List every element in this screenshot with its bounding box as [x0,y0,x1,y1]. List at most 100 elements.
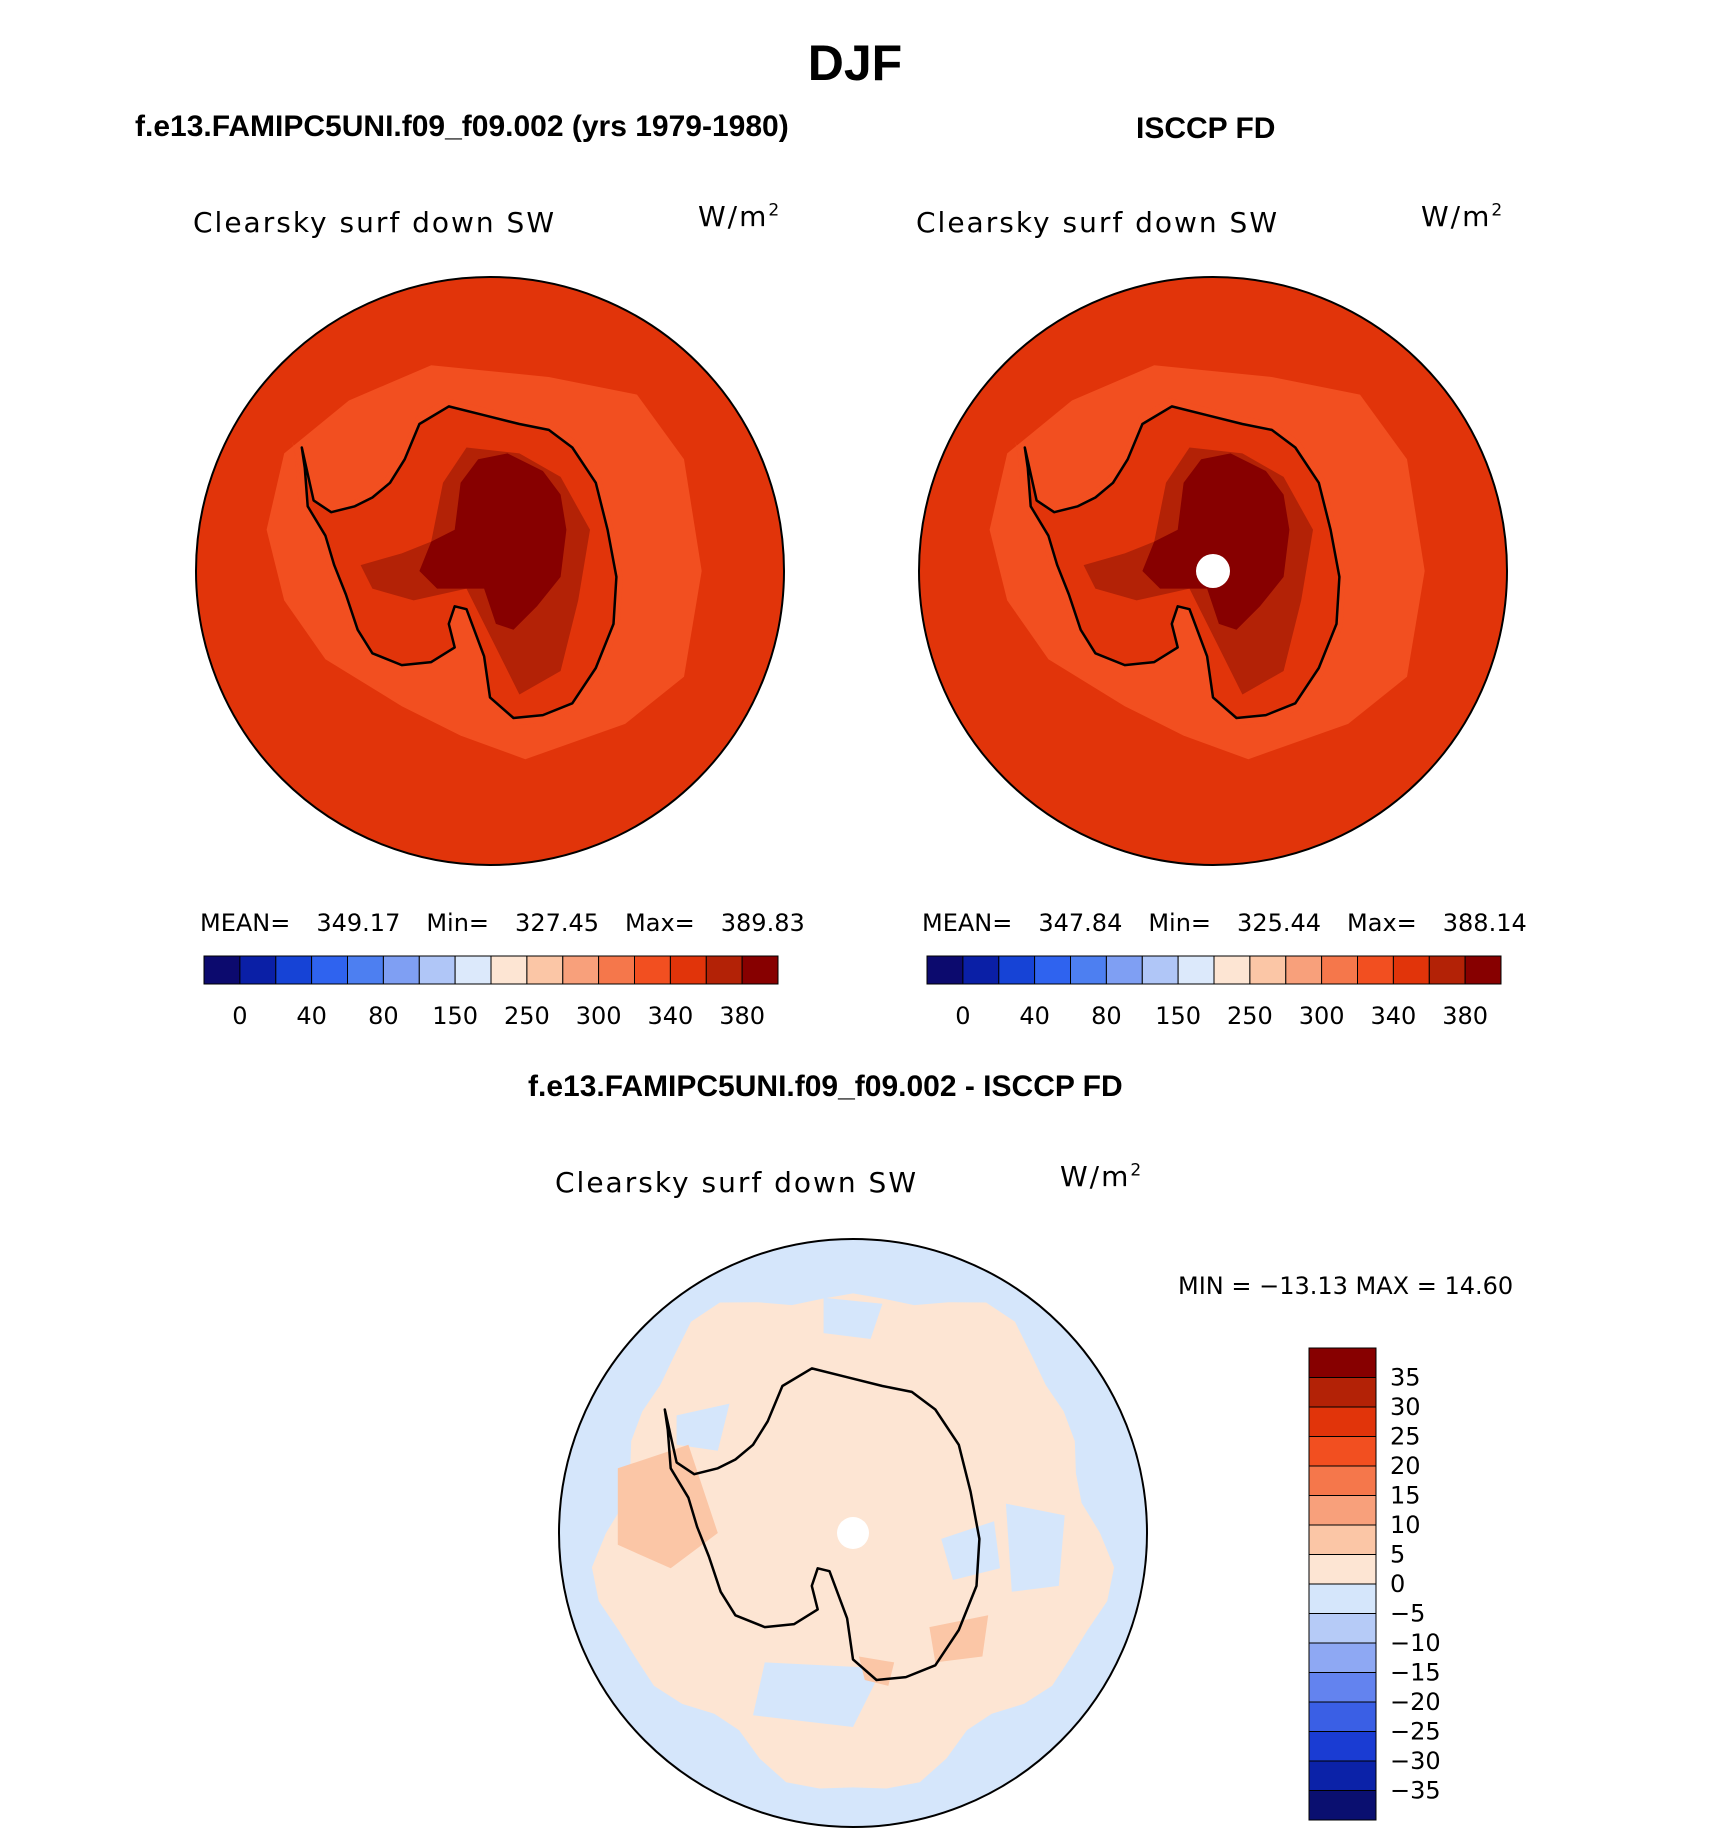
diff-negative-patch [823,1297,883,1339]
model-colorbar-box [239,955,277,985]
model-colorbar-tick: 0 [232,1002,247,1030]
model-colorbar-box [705,955,743,985]
diff-colorbar-tick: 30 [1390,1393,1421,1421]
diff-colorbar-tick: 15 [1390,1482,1421,1510]
diff-colorbar-tick: 20 [1390,1452,1421,1480]
obs-colorbar-box [1357,955,1394,985]
diff-colorbar-tick: −30 [1390,1747,1441,1775]
model-colorbar-box [418,955,456,985]
model-colorbar-tick: 380 [719,1002,765,1030]
diff-colorbar-tick: −10 [1390,1629,1441,1657]
diff-colorbar-box [1308,1347,1377,1378]
model-colorbar-box [311,955,349,985]
diff-positive-patch [617,1444,718,1569]
model-colorbar: 0 40 80 150 250 300 340 380 [203,955,779,1030]
diff-colorbar-box [1308,1465,1377,1496]
diff-colorbar-tick: −5 [1390,1600,1425,1628]
model-colorbar-box [275,955,313,985]
obs-map-border [918,276,1508,866]
obs-colorbar-box [1034,955,1071,985]
obs-colorbar-box [998,955,1036,985]
obs-variable-label: Clearsky surf down SW [916,206,1280,239]
diff-colorbar-tick: 35 [1390,1364,1421,1392]
diff-colorbar-box [1308,1672,1377,1703]
model-colorbar-box [598,955,635,985]
diff-colorbar-box [1308,1524,1377,1555]
diff-variable-label: Clearsky surf down SW [555,1166,919,1199]
model-plateau-max-contour [419,453,567,630]
model-units-label: W/m2 [698,200,782,233]
model-colorbar-tick: 40 [296,1002,327,1030]
diff-negative-patch [753,1662,883,1727]
obs-colorbar-tick: 40 [1019,1002,1050,1030]
obs-colorbar-tick: 0 [955,1002,970,1030]
obs-colorbar-tick: 380 [1442,1002,1488,1030]
diff-colorbar-box [1308,1377,1377,1408]
obs-colorbar-box [1177,955,1215,985]
diff-negative-patch [1005,1503,1065,1592]
diff-map-border [558,1238,1148,1828]
diff-colorbar-tick: 0 [1390,1570,1405,1598]
model-colorbar-box [669,955,707,985]
diff-colorbar-tick: −20 [1390,1688,1441,1716]
model-panel-header: f.e13.FAMIPC5UNI.f09_f09.002 (yrs 1979-1… [135,110,789,143]
diff-colorbar-tick: −35 [1390,1777,1441,1805]
obs-colorbar-box [1464,955,1502,985]
diff-coastline [663,1367,981,1682]
obs-plateau-max-contour [1142,453,1290,630]
obs-stats: MEAN= 347.84 Min= 325.44 Max= 388.14 [922,909,1527,937]
diff-colorbar-box [1308,1731,1377,1762]
model-colorbar-tick: 250 [504,1002,550,1030]
obs-coastline [1023,405,1341,720]
diff-colorbar-box [1308,1583,1377,1614]
model-coastline [300,405,618,720]
diff-colorbar-box [1308,1554,1377,1585]
model-colorbar-box [382,955,420,985]
diff-colorbar-tick: 10 [1390,1511,1421,1539]
model-colorbar-box [634,955,671,985]
obs-colorbar-box [1285,955,1323,985]
diff-colorbar-box [1308,1613,1377,1644]
diff-colorbar-box [1308,1790,1377,1821]
obs-colorbar-box [1213,955,1251,985]
obs-colorbar-box [926,955,964,985]
diff-colorbar-box [1308,1495,1377,1526]
model-colorbar-box [490,955,528,985]
obs-colorbar-box [1105,955,1143,985]
model-colorbar-box [526,955,564,985]
model-colorbar-box [454,955,492,985]
obs-colorbar-box [1249,955,1287,985]
model-colorbar-box [741,955,779,985]
diff-colorbar-box [1308,1760,1377,1791]
obs-colorbar-tick: 250 [1227,1002,1273,1030]
diff-colorbar-tick: −25 [1390,1718,1441,1746]
diff-colorbar-tick: 25 [1390,1423,1421,1451]
obs-colorbar-tick: 80 [1091,1002,1122,1030]
obs-colorbar-box [1141,955,1179,985]
obs-panel-header: ISCCP FD [1136,112,1276,145]
diff-negative-patch [941,1521,1000,1580]
obs-colorbar: 0 40 80 150 250 300 340 380 [926,955,1502,1030]
diff-colorbar-box [1308,1642,1377,1673]
model-colorbar-box [562,955,600,985]
diff-pole-hole [837,1517,869,1549]
model-colorbar-tick: 80 [368,1002,399,1030]
model-map-border [195,276,785,866]
obs-colorbar-tick: 150 [1155,1002,1201,1030]
diff-colorbar-box [1308,1701,1377,1732]
obs-colorbar-box [1392,955,1430,985]
model-colorbar-tick: 300 [576,1002,622,1030]
obs-colorbar-box [1321,955,1358,985]
obs-map [918,276,1508,866]
model-colorbar-box [203,955,241,985]
obs-colorbar-box [962,955,1000,985]
diff-colorbar-tick: 5 [1390,1541,1405,1569]
diff-panel-header: f.e13.FAMIPC5UNI.f09_f09.002 - ISCCP FD [528,1070,1123,1103]
diff-colorbar-tick: −15 [1390,1659,1441,1687]
model-stats: MEAN= 349.17 Min= 327.45 Max= 389.83 [200,909,805,937]
obs-colorbar-tick: 300 [1299,1002,1345,1030]
diff-negative-patch [676,1403,730,1451]
diff-colorbar-box [1308,1436,1377,1467]
